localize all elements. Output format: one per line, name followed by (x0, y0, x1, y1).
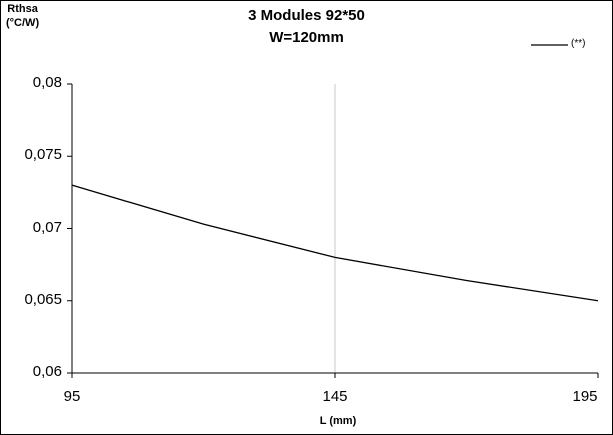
axis-layer (67, 83, 599, 378)
x-axis-label: L (mm) (319, 415, 357, 427)
y-axis-label: Rthsa (°C/W) (6, 2, 39, 30)
x-tick-label-0: 95 (63, 388, 81, 405)
chart-subtitle: W=120mm (269, 29, 344, 46)
y-axis-label-line2: (°C/W) (6, 17, 40, 29)
x-tick-label-2: 195 (572, 388, 598, 405)
y-axis-label-line1: Rthsa (7, 3, 38, 15)
y-tick-label-1: 0,065 (24, 290, 62, 308)
chart-title: 3 Modules 92*50 (248, 7, 365, 24)
y-tick-label-0: 0,06 (32, 363, 62, 380)
series-layer (71, 184, 599, 302)
y-tick-label-4: 0,08 (32, 74, 62, 91)
y-tick-label-3: 0,075 (24, 146, 62, 164)
x-tick-label-1: 145 (322, 388, 348, 405)
y-tick-label-2: 0,07 (32, 218, 62, 236)
legend-label: (**) (571, 38, 586, 49)
series-line-0 (71, 184, 599, 302)
